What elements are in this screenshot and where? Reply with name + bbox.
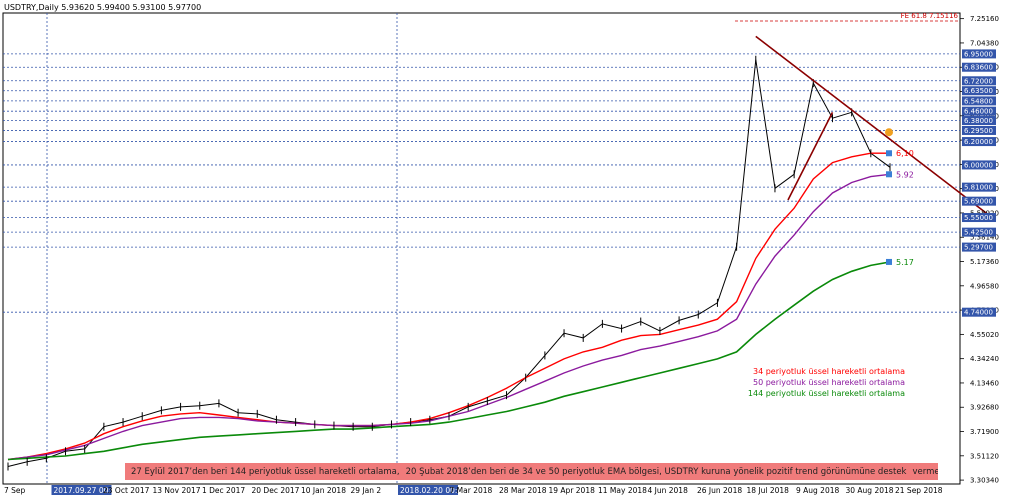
y-tick-label-1: 7.04380: [970, 39, 999, 47]
level-label-13: 5.42500: [964, 229, 993, 237]
x-tick-box-8: [398, 485, 458, 495]
legend-item-0: 34 periyotluk üssel hareketli ortalama: [753, 367, 905, 376]
level-label-12: 5.55000: [964, 214, 993, 222]
x-tick-label-12: 11 May 2018: [598, 486, 647, 495]
legend-item-2: 144 periyotluk üssel hareketli ortalama: [748, 389, 905, 398]
level-label-box-12: [962, 213, 996, 223]
trendline-upper: [755, 35, 993, 219]
level-label-box-0: [962, 49, 996, 59]
y-tick-label-0: 7.25160: [970, 15, 999, 23]
level-label-box-2: [962, 76, 996, 86]
x-tick-label-0: 7 Sep: [4, 486, 26, 495]
y-tick-label-9: 5.38140: [970, 234, 999, 242]
y-tick-label-11: 4.96580: [970, 282, 999, 290]
level-label-box-1: [962, 62, 996, 72]
annotation-label-1: 5.92: [896, 170, 914, 179]
x-tick-label-4: 1 Dec 2017: [202, 486, 245, 495]
legend-item-1: 50 periyotluk üssel hareketli ortalama: [753, 378, 905, 387]
level-label-5: 6.46000: [964, 108, 993, 116]
y-tick-label-13: 4.55020: [970, 331, 999, 339]
level-label-box-13: [962, 227, 996, 237]
x-tick-label-10: 28 Mar 2018: [499, 486, 547, 495]
breakout-marker: [885, 128, 893, 137]
level-label-9: 6.00000: [964, 161, 993, 169]
x-tick-label-17: 30 Aug 2018: [846, 486, 894, 495]
level-label-box-10: [962, 182, 996, 192]
y-tick-label-19: 3.30340: [970, 477, 999, 485]
x-tick-label-13: 4 Jun 2018: [648, 486, 689, 495]
level-label-box-3: [962, 86, 996, 96]
x-tick-label-1: 2017.09.27 00:00: [54, 486, 121, 495]
level-label-box-7: [962, 125, 996, 135]
level-label-box-11: [962, 196, 996, 206]
level-label-6: 6.38000: [964, 117, 993, 125]
x-tick-label-2: 23 Oct 2017: [103, 486, 150, 495]
y-tick-label-15: 4.13460: [970, 379, 999, 387]
banner-text-b: 20 Şubat 2018’den beri de 34 ve 50 periy…: [405, 466, 907, 477]
level-label-8: 6.20000: [964, 138, 993, 146]
annotation-banner: 27 Eylül 2017’den beri 144 periyotluk üs…: [125, 463, 938, 480]
level-label-11: 5.69000: [964, 198, 993, 206]
level-label-box-6: [962, 116, 996, 126]
y-tick-label-14: 4.34240: [970, 355, 999, 363]
level-label-box-4: [962, 96, 996, 106]
x-tick-label-18: 21 Sep 2018: [895, 486, 943, 495]
x-tick-label-8: 2018.02.20 00:00: [400, 486, 467, 495]
banner-text-c: vermektedir...: [912, 466, 938, 477]
level-label-1: 6.83600: [964, 64, 993, 72]
x-tick-label-5: 20 Dec 2017: [252, 486, 300, 495]
trendline-lower: [787, 111, 834, 201]
series-line-3: [7, 261, 891, 461]
annotation-label-0: 6,10: [896, 149, 914, 158]
level-label-10: 5.81000: [964, 184, 993, 192]
y-tick-label-16: 3.92680: [970, 404, 999, 412]
fib-label: FE 61.8 7.15116: [901, 12, 959, 20]
level-label-14: 5.29700: [964, 244, 993, 252]
x-tick-label-6: 10 Jan 2018: [301, 486, 346, 495]
level-label-box-5: [962, 106, 996, 116]
x-tick-label-11: 19 Apr 2018: [549, 486, 596, 495]
annotation-label-2: 5.17: [896, 258, 914, 267]
x-tick-label-7: 29 Jan 2: [351, 486, 382, 495]
y-tick-label-10: 5.17360: [970, 258, 999, 266]
banner-text-a: 27 Eylül 2017’den beri 144 periyotluk üs…: [131, 466, 400, 477]
level-label-0: 6.95000: [964, 50, 993, 58]
x-tick-box-1: [51, 485, 112, 495]
level-label-4: 6.54800: [964, 97, 993, 105]
level-label-box-15: [962, 307, 996, 317]
y-tick-label-18: 3.51120: [970, 452, 999, 460]
annotation-marker-2: [886, 258, 892, 265]
y-tick-label-17: 3.71900: [970, 428, 999, 436]
plot-frame: [2, 12, 961, 485]
level-label-15: 4.74000: [964, 309, 993, 317]
x-tick-label-16: 9 Aug 2018: [796, 486, 839, 495]
x-tick-label-9: 7 Mar 2018: [450, 486, 493, 495]
level-label-2: 6.72000: [964, 77, 993, 85]
level-label-3: 6.63500: [964, 87, 993, 95]
level-label-box-8: [962, 137, 996, 147]
annotation-marker-1: [886, 171, 892, 178]
level-label-7: 6.29500: [964, 127, 993, 135]
chart-title: USDTRY,Daily 5.93620 5.99400 5.93100 5.9…: [4, 3, 202, 12]
level-label-box-9: [962, 160, 996, 170]
x-tick-label-3: 13 Nov 2017: [153, 486, 201, 495]
x-tick-label-15: 18 Jul 2018: [747, 486, 790, 495]
annotation-marker-0: [886, 150, 892, 157]
x-tick-label-14: 26 Jun 2018: [697, 486, 742, 495]
level-label-box-14: [962, 242, 996, 252]
